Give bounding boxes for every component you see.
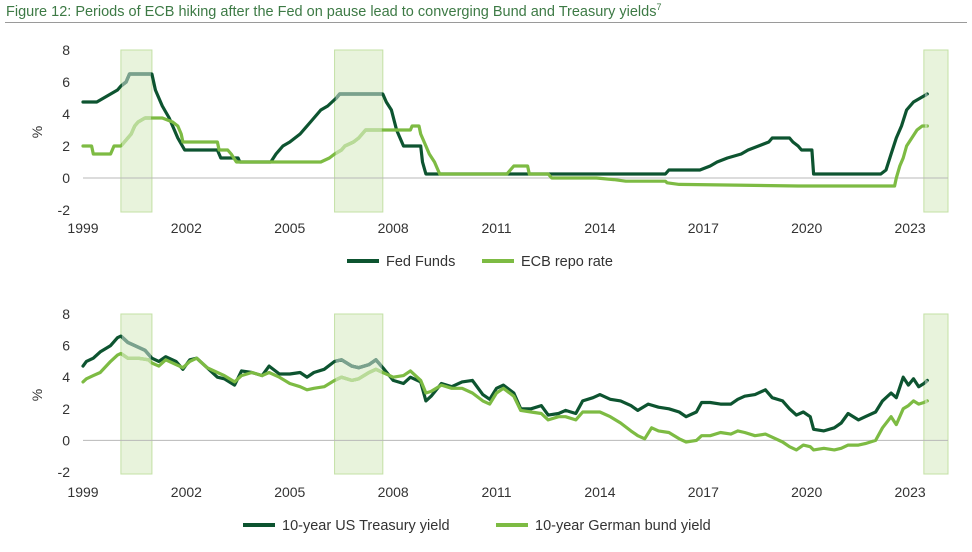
y-tick-label: 0 (62, 170, 70, 186)
y-tick-label: 8 (62, 306, 70, 322)
chart-policy-rates: 8 6 4 2 0 -2% 1999 2002 2005 2008 2011 2014 2017 2020… (29, 42, 949, 270)
series-line-10-year-german-bund-yield (81, 351, 929, 452)
figure-title-text: Figure 12: Periods of ECB hiking after t… (6, 3, 657, 20)
legend-label: 10-year German bund yield (535, 518, 711, 534)
series-line-10-year-us-treasury-yield (81, 334, 929, 433)
figure-title-footnote: 7 (656, 2, 662, 12)
x-tick-label: 2023 (895, 220, 926, 236)
title-rule (5, 22, 967, 23)
x-tick-label: 2017 (688, 220, 719, 236)
x-tick-label: 2002 (171, 220, 202, 236)
y-tick-label: 0 (62, 432, 70, 448)
legend-label: Fed Funds (386, 254, 455, 270)
x-tick-label: 1999 (67, 220, 98, 236)
x-tick-label: 2005 (274, 484, 305, 500)
series-line-highlight (121, 116, 151, 148)
legend-label: ECB repo rate (521, 254, 613, 270)
x-tick-label: 2023 (895, 484, 926, 500)
shaded-period-1 (334, 313, 384, 475)
series-line-highlight (121, 72, 151, 88)
x-tick-label: 2014 (584, 484, 615, 500)
series-line-highlight (924, 399, 929, 404)
x-tick-label: 2005 (274, 220, 305, 236)
y-tick-label: 2 (62, 138, 70, 154)
legend-label: 10-year US Treasury yield (282, 518, 450, 534)
chart-bond-yields: 8 6 4 2 0 -2% 1999 2002 2005 2008 2011 2014 2017 2020… (29, 306, 949, 534)
y-tick-label: 8 (62, 42, 70, 58)
shaded-period-0 (120, 313, 153, 475)
shaded-period-2 (923, 313, 949, 475)
series-line-highlight (924, 92, 929, 98)
x-tick-label: 2011 (481, 220, 511, 236)
x-tick-label: 2008 (378, 220, 409, 236)
series-line-ecb-repo-rate (81, 116, 929, 188)
series-line-highlight (335, 128, 382, 156)
y-axis-label: % (29, 126, 45, 138)
y-tick-label: -2 (58, 464, 71, 480)
y-tick-label: -2 (58, 202, 71, 218)
x-tick-label: 2008 (378, 484, 409, 500)
y-tick-label: 6 (62, 338, 70, 354)
figure-title: Figure 12: Periods of ECB hiking after t… (6, 2, 661, 20)
x-tick-label: 2017 (688, 484, 719, 500)
y-tick-label: 6 (62, 74, 70, 90)
y-tick-label: 4 (62, 369, 70, 385)
series-line-highlight (335, 367, 382, 383)
shaded-period-0 (120, 49, 153, 213)
x-tick-label: 2020 (791, 220, 822, 236)
series-line-highlight (121, 352, 151, 365)
y-tick-label: 4 (62, 106, 70, 122)
series-line-highlight (335, 358, 382, 370)
series-line-fed-funds (81, 72, 929, 176)
x-tick-label: 2014 (584, 220, 615, 236)
x-tick-label: 2020 (791, 484, 822, 500)
y-tick-label: 2 (62, 401, 70, 417)
series-line-highlight (335, 92, 382, 101)
x-tick-label: 2002 (171, 484, 202, 500)
x-tick-label: 1999 (67, 484, 98, 500)
y-axis-label: % (29, 389, 45, 401)
series-line-highlight (121, 334, 151, 360)
series-line-highlight (924, 379, 929, 385)
x-tick-label: 2011 (481, 484, 511, 500)
shaded-period-2 (923, 49, 949, 213)
